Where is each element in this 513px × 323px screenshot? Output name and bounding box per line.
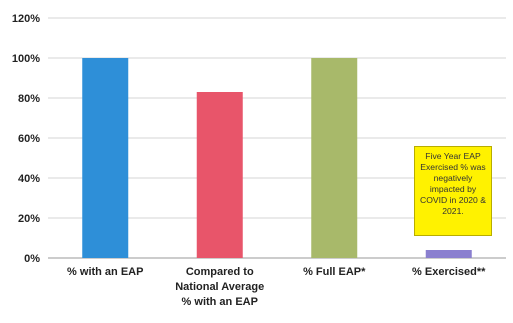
y-tick-label: 40% <box>18 173 40 185</box>
bar <box>425 250 472 258</box>
x-tick-label: % with an EAP <box>182 296 258 308</box>
y-axis-tick-labels: 0% 20% 40% 60% 80% 100% 120% <box>12 13 40 265</box>
bar <box>82 58 129 258</box>
annotation-box: Five Year EAP Exercised % was negatively… <box>414 146 492 236</box>
x-tick-label: % with an EAP <box>67 266 143 278</box>
x-axis-tick-labels: % with an EAP Compared to National Average… <box>67 266 486 308</box>
x-tick-label: % Exercised** <box>412 266 486 278</box>
x-tick-label: National Average <box>175 281 264 293</box>
y-tick-label: 0% <box>24 253 40 265</box>
y-tick-label: 120% <box>12 13 40 25</box>
y-tick-label: 100% <box>12 53 40 65</box>
y-tick-label: 20% <box>18 213 40 225</box>
x-tick-label: Compared to <box>186 266 254 278</box>
bars <box>82 58 472 258</box>
y-tick-label: 80% <box>18 93 40 105</box>
x-tick-label: % Full EAP* <box>303 266 366 278</box>
bar <box>311 58 358 258</box>
y-tick-label: 60% <box>18 133 40 145</box>
bar <box>196 92 243 258</box>
